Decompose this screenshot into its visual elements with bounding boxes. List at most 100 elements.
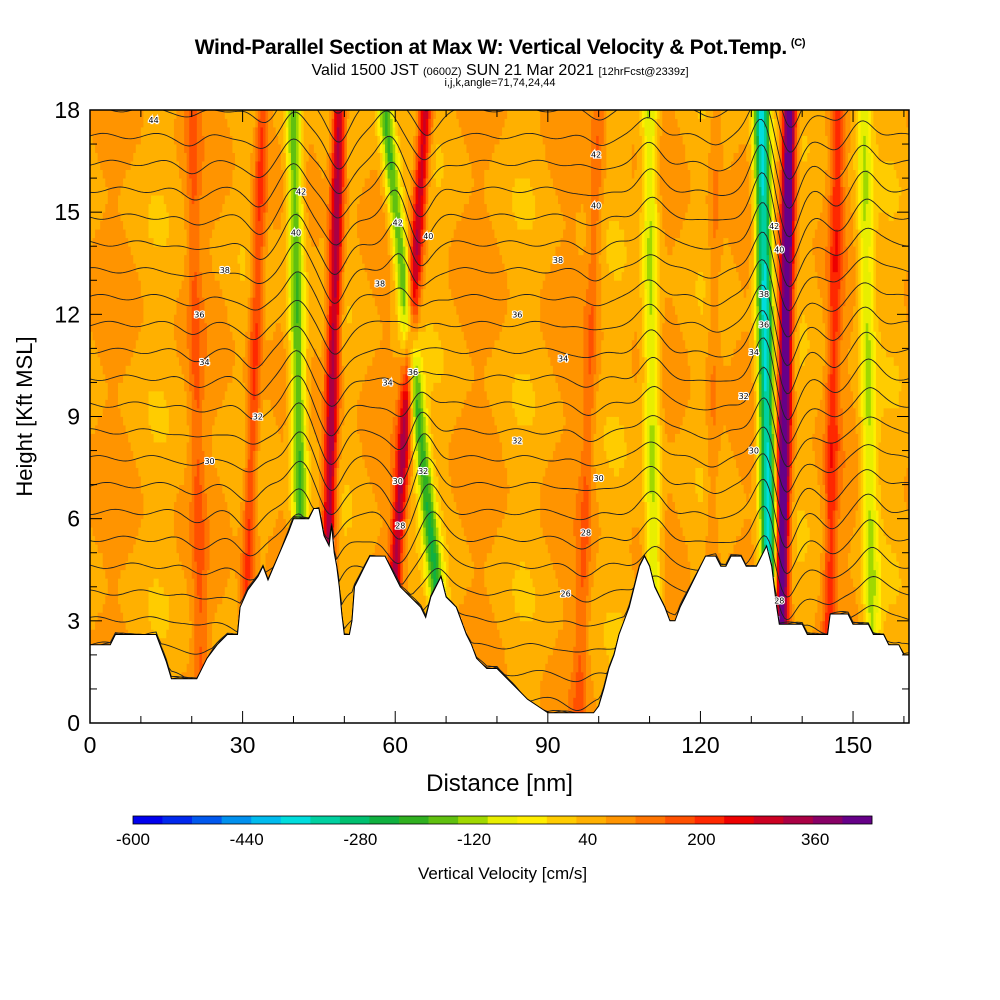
velocity-cell [753, 178, 757, 222]
velocity-cell [835, 450, 839, 511]
velocity-cell [647, 118, 651, 239]
velocity-cell [601, 203, 605, 332]
velocity-cell [166, 237, 170, 409]
velocity-cell [387, 178, 391, 188]
velocity-cell [161, 637, 165, 652]
velocity-cell [489, 110, 493, 162]
velocity-cell [741, 484, 745, 528]
velocity-cell [212, 271, 216, 426]
velocity-cell [407, 518, 412, 596]
velocity-cell [519, 373, 523, 426]
velocity-cell [316, 246, 320, 358]
velocity-cell [199, 195, 203, 273]
velocity-cell [814, 612, 819, 635]
velocity-cell [619, 229, 623, 281]
velocity-cell [405, 399, 409, 451]
velocity-cell [898, 382, 902, 392]
velocity-cell [402, 348, 406, 358]
velocity-cell [507, 484, 511, 494]
velocity-cell [357, 203, 361, 239]
velocity-cell [466, 544, 470, 588]
velocity-cell [835, 110, 839, 230]
velocity-cell [402, 484, 406, 503]
velocity-cell [733, 110, 737, 153]
velocity-cell [341, 365, 345, 426]
velocity-cell [728, 110, 732, 170]
velocity-cell [847, 186, 852, 349]
velocity-cell [489, 220, 493, 358]
velocity-cell [413, 331, 417, 341]
velocity-cell [415, 280, 419, 290]
velocity-cell [499, 135, 503, 256]
theta-contour-line [90, 172, 909, 264]
velocity-cell [397, 399, 401, 417]
velocity-cell [825, 169, 829, 247]
velocity-cell [311, 246, 315, 358]
velocity-cell [514, 178, 518, 222]
velocity-cell [456, 220, 460, 315]
velocity-cell [209, 237, 213, 256]
velocity-cell [575, 493, 579, 673]
velocity-cell [613, 220, 618, 281]
velocity-cell [649, 493, 653, 572]
velocity-cell [247, 339, 251, 460]
velocity-cell [489, 552, 493, 605]
velocity-cell [435, 382, 440, 477]
velocity-cell [494, 237, 498, 341]
velocity-cell [336, 314, 340, 400]
velocity-cell [886, 407, 890, 545]
velocity-cell [306, 110, 310, 162]
velocity-cell [135, 467, 139, 537]
velocity-cell [260, 110, 264, 128]
velocity-cell [207, 110, 211, 520]
velocity-cell [471, 186, 475, 366]
velocity-cell [776, 110, 780, 162]
velocity-cell [308, 450, 312, 517]
velocity-cell [123, 110, 127, 179]
velocity-cell [710, 118, 714, 375]
velocity-cell [418, 271, 422, 281]
velocity-cell [881, 416, 885, 520]
velocity-cell [512, 595, 516, 686]
velocity-cell [461, 527, 465, 605]
velocity-cell [532, 195, 536, 222]
velocity-cell [395, 169, 399, 188]
velocity-cell [563, 220, 567, 230]
velocity-cell [201, 569, 206, 664]
velocity-cell [748, 110, 752, 145]
velocity-cell [435, 544, 440, 554]
velocity-cell [428, 433, 432, 451]
velocity-cell [420, 229, 424, 247]
velocity-cell [415, 552, 419, 604]
velocity-cell [278, 229, 282, 324]
colorbar-tick-label: 40 [578, 830, 597, 849]
velocity-cell [377, 314, 381, 349]
velocity-cell [835, 510, 839, 615]
velocity-cell [153, 578, 157, 635]
velocity-cell [575, 246, 579, 494]
velocity-cell [227, 382, 231, 511]
velocity-cell [397, 195, 401, 213]
velocity-cell [697, 118, 702, 273]
velocity-cell [148, 237, 152, 392]
velocity-cell [402, 390, 406, 400]
velocity-cell [530, 186, 534, 230]
velocity-cell [402, 212, 406, 230]
velocity-cell [601, 110, 605, 145]
velocity-cell [837, 450, 841, 520]
velocity-cell [250, 152, 254, 298]
velocity-cell [494, 110, 498, 145]
velocity-cell [298, 271, 302, 451]
velocity-cell [377, 152, 381, 179]
velocity-cell [644, 288, 648, 358]
velocity-cell [242, 246, 246, 281]
velocity-cell [639, 297, 643, 545]
theta-contour-line [108, 110, 909, 153]
velocity-cell [817, 484, 821, 596]
velocity-cell [453, 425, 457, 503]
velocity-cell [779, 254, 783, 341]
velocity-cell [128, 169, 132, 247]
velocity-cell [270, 220, 274, 341]
velocity-cell [186, 425, 190, 443]
velocity-cell [435, 331, 440, 383]
